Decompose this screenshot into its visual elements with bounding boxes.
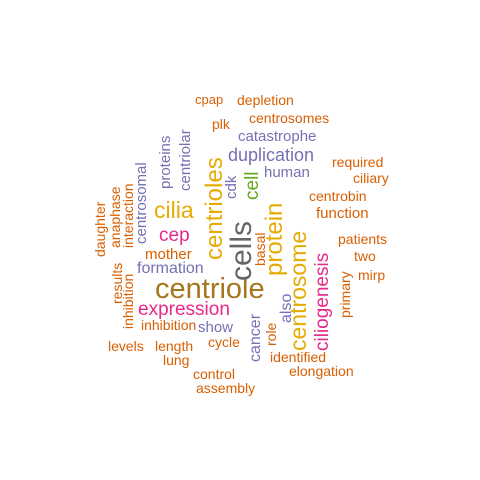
word-depletion: depletion [237, 92, 294, 108]
word-centrosomes: centrosomes [249, 110, 330, 126]
word-also: also [278, 293, 295, 323]
word-ciliogenesis: ciliogenesis [312, 252, 333, 351]
word-control: identified [270, 349, 327, 365]
word-length: levels [108, 338, 144, 354]
word-cilia: cilia [154, 197, 194, 223]
word-cdk: cdk [223, 175, 240, 199]
word-cpap: cpap [195, 92, 224, 107]
word-mother: mother [145, 246, 192, 263]
word-centrosome: centrosome [285, 230, 311, 351]
word-duplication: duplication [228, 145, 315, 165]
word-two: two [354, 248, 376, 264]
word-proteins: proteins [157, 135, 174, 189]
word-show: show [198, 319, 234, 336]
word-assembly: elongation [289, 363, 354, 379]
word-centriolar: centriolar [177, 129, 194, 191]
word-primary: primary [337, 271, 353, 318]
word-function: function [316, 205, 369, 222]
word-centrobin: centrobin [309, 188, 367, 204]
word-elongation: control [193, 366, 236, 382]
word-centrosomal: centrosomal [133, 162, 150, 244]
word-required: required [332, 154, 384, 170]
word-cell: cell [242, 171, 263, 200]
word-cancer: cancer [247, 313, 264, 362]
word-cycle: length [155, 338, 194, 354]
word-centrioles: centrioles [201, 157, 228, 260]
word-inhibition: inhibition [120, 273, 136, 329]
word-formation: formation [137, 260, 204, 277]
word-human: human [264, 164, 310, 181]
word-expression: expression [138, 299, 230, 320]
word-basal: basal [252, 232, 268, 266]
word-lung: cycle [208, 334, 240, 350]
word-mirp: mirp [358, 267, 386, 283]
word-centriole: centriole [155, 273, 265, 305]
word-cep: cep [159, 225, 190, 246]
word-microtubule: assembly [196, 380, 256, 396]
word-levels: inhibition [141, 317, 197, 333]
word-role: role [263, 322, 279, 346]
word-identified: lung [163, 352, 190, 368]
word-plk: plk [212, 116, 230, 132]
word-patients: patients [338, 231, 388, 247]
word-catastrophe: catastrophe [238, 128, 317, 145]
word-interaction: interaction [120, 183, 136, 248]
word-daughter: daughter [92, 201, 108, 257]
word-ciliary: ciliary [353, 170, 389, 186]
